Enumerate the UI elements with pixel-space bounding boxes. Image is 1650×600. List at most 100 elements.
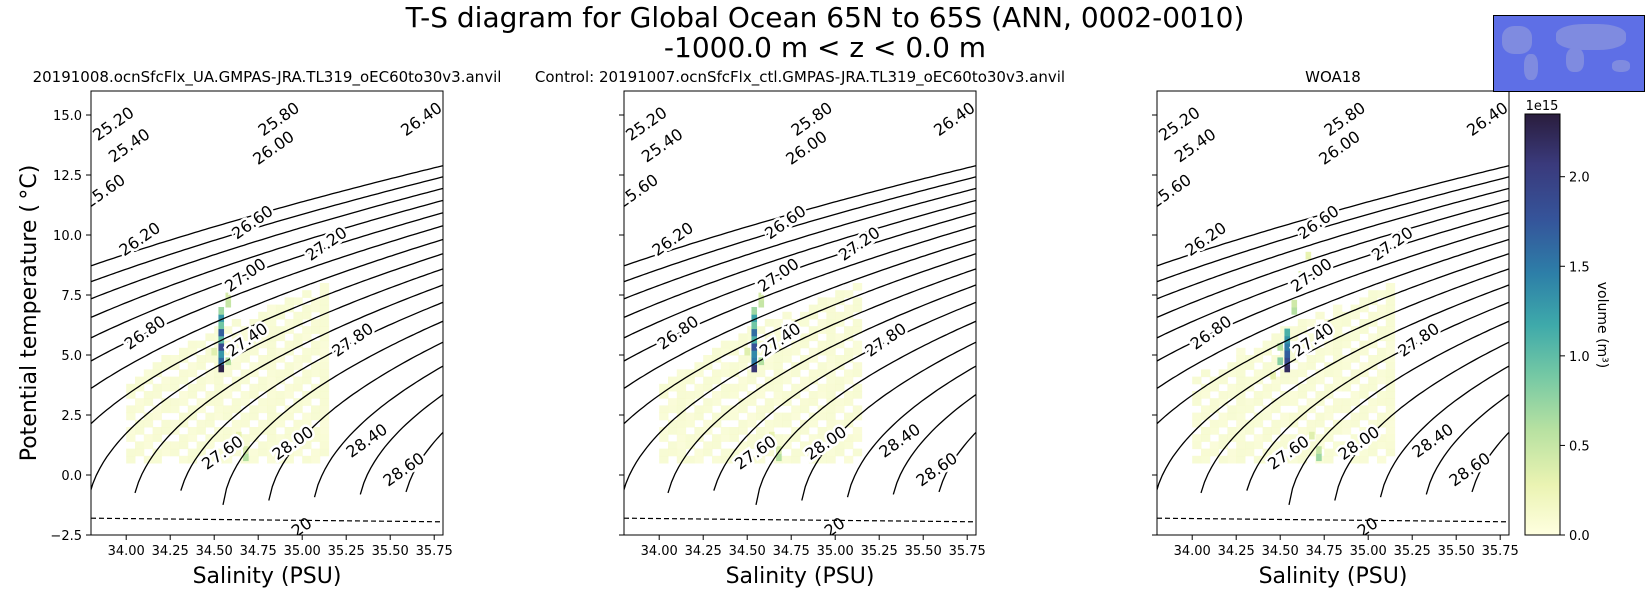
heatmap-cell <box>835 419 845 428</box>
density-contour <box>892 393 976 495</box>
heatmap-cell <box>1385 311 1396 320</box>
heatmap-cell <box>267 355 277 363</box>
heatmap-cell <box>844 369 854 378</box>
heatmap-cell <box>293 448 303 457</box>
heatmap-cell <box>231 333 242 342</box>
heatmap-cell <box>152 369 162 378</box>
heatmap-cell <box>782 441 792 450</box>
region-map-inset <box>1493 15 1645 92</box>
density-contour <box>624 199 976 319</box>
heatmap-cell <box>240 434 250 442</box>
heatmap-cell <box>1350 333 1360 342</box>
heatmap-cell <box>284 362 294 370</box>
density-contour <box>1157 212 1509 339</box>
heatmap-cell <box>311 319 321 327</box>
heatmap-cell <box>764 355 775 363</box>
heatmap-cell <box>152 362 162 370</box>
heatmap-cell <box>249 319 259 327</box>
heatmap-cell <box>1306 398 1316 406</box>
heatmap-cell <box>1201 448 1211 457</box>
heatmap-cell <box>1377 441 1387 450</box>
heatmap-cell <box>267 304 277 313</box>
heatmap-cell <box>319 340 330 349</box>
heatmap-cell <box>302 419 312 428</box>
heatmap-cell <box>712 391 722 399</box>
x-tick-label: 34.50 <box>729 544 766 559</box>
heatmap-cell <box>808 355 819 363</box>
heatmap-cell <box>800 362 810 370</box>
heatmap-cell <box>196 340 206 349</box>
heatmap-cell <box>1333 304 1343 313</box>
heatmap-cell <box>694 405 704 414</box>
heatmap-cell <box>1359 427 1369 435</box>
heatmap-cell <box>1350 419 1360 428</box>
heatmap-cell <box>152 448 162 457</box>
heatmap-cell <box>720 340 731 349</box>
heatmap-cell <box>1271 340 1281 349</box>
heatmap-cell <box>817 391 827 399</box>
heatmap-cell <box>1201 369 1211 378</box>
heatmap-cell <box>844 290 854 298</box>
heatmap-cell <box>1315 376 1325 385</box>
heatmap-cell <box>223 369 233 378</box>
heatmap-cell <box>319 347 330 356</box>
heatmap-cell <box>293 376 303 385</box>
heatmap-cell <box>170 419 180 428</box>
heatmap-cell <box>668 398 678 406</box>
heatmap-cell <box>1333 362 1343 370</box>
heatmap-cell <box>1341 383 1352 392</box>
heatmap-cell <box>161 398 171 406</box>
x-tick-label: 35.50 <box>1438 544 1475 559</box>
contour-label: 27.00 <box>754 254 802 296</box>
heatmap-cell <box>703 448 713 457</box>
heatmap-cell <box>231 362 242 370</box>
heatmap-cell <box>1385 347 1396 356</box>
density-contour <box>1200 284 1509 494</box>
heatmap-cell <box>135 398 145 406</box>
heatmap-cell <box>205 369 215 378</box>
x-tick-label: 35.75 <box>1482 544 1519 559</box>
heatmap-cell <box>659 448 669 457</box>
contour-label: 27.80 <box>861 319 909 361</box>
density-contour <box>624 238 976 390</box>
heatmap-cell <box>1236 398 1246 406</box>
heatmap-cell <box>187 455 198 464</box>
heatmap-cell <box>126 427 136 435</box>
density-contour <box>624 212 976 339</box>
heatmap-cell <box>126 405 136 414</box>
heatmap-cell <box>1289 391 1299 399</box>
heatmap-cell <box>747 419 757 428</box>
heatmap-cell <box>1315 391 1325 399</box>
heatmap-cell <box>143 455 154 464</box>
heatmap-cell <box>720 391 731 399</box>
heatmap-cell <box>1297 326 1308 334</box>
heatmap-cell <box>729 412 739 421</box>
heatmap-cell <box>1192 419 1202 428</box>
density-contour <box>1425 393 1509 495</box>
y-tick-label: 5.0 <box>61 349 82 364</box>
heatmap-cell <box>293 383 303 392</box>
heatmap-cell <box>302 455 312 464</box>
heatmap-cell <box>187 362 198 370</box>
heatmap-cell <box>1227 405 1237 414</box>
heatmap-cell <box>284 297 294 306</box>
heatmap-cell <box>738 448 748 457</box>
heatmap-cell <box>196 398 206 406</box>
heatmap-cell <box>293 355 303 363</box>
y-axis <box>619 114 624 536</box>
heatmap-cell <box>800 355 810 363</box>
heatmap-cell <box>1227 427 1237 435</box>
heatmap-cell <box>1236 412 1246 421</box>
heatmap-cell <box>1218 398 1228 406</box>
x-axis-label: Salinity (PSU) <box>193 564 342 589</box>
heatmap-cell <box>800 398 810 406</box>
heatmap-cell <box>712 376 722 385</box>
heatmap-cell <box>267 376 277 385</box>
heatmap-cell <box>1385 304 1396 313</box>
heatmap-cell <box>1271 383 1281 392</box>
heatmap-cell <box>835 405 845 414</box>
heatmap-cell <box>747 441 757 450</box>
heatmap-cell <box>240 391 250 399</box>
heatmap-cell <box>1306 405 1316 414</box>
